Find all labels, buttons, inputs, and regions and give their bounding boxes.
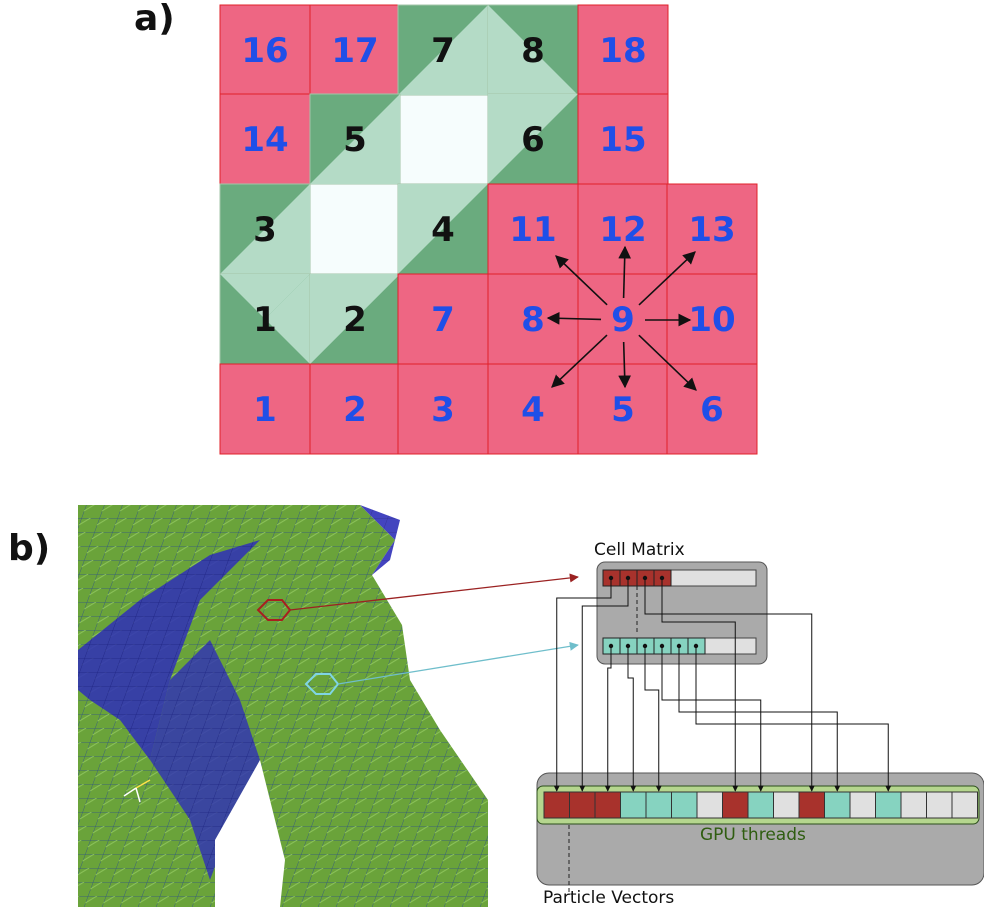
connector-arrow — [661, 578, 739, 792]
gpu-slot — [926, 791, 953, 819]
connector-arrow — [604, 646, 612, 792]
fluid-cell — [397, 363, 489, 455]
connector-arrow — [695, 646, 892, 792]
gpu-slot — [875, 791, 902, 819]
teal-pointer-arrow — [337, 641, 579, 685]
neighbor-arrow — [638, 251, 696, 306]
empty-cell — [397, 93, 489, 185]
neighbor-arrow — [618, 341, 632, 389]
cell-light-triangle — [488, 5, 578, 95]
empty-cell — [309, 183, 401, 275]
panel-a-label: a) — [134, 0, 175, 39]
cell-number: 1 — [253, 300, 277, 340]
cell-number: 4 — [521, 390, 545, 430]
cell-number: 4 — [431, 210, 455, 250]
panel-b-label: b) — [8, 528, 51, 569]
cell-number: 10 — [688, 300, 735, 340]
gpu-slot — [696, 791, 723, 819]
particle-vectors-label: Particle Vectors — [543, 888, 674, 907]
gpu-slot — [824, 791, 851, 819]
gpu-slot — [645, 791, 672, 819]
gpu-slot — [543, 791, 570, 819]
cell-number: 8 — [521, 300, 545, 340]
cell-number: 3 — [253, 210, 277, 250]
red-pointer-arrow — [289, 573, 579, 611]
cell-number: 5 — [343, 120, 367, 160]
cell-light-triangle — [220, 274, 310, 319]
connector-arrow — [678, 646, 841, 792]
connector-arrow — [644, 646, 662, 792]
connector-arrow — [644, 578, 815, 792]
gpu-slot — [620, 791, 647, 819]
cell-light-triangle — [220, 184, 310, 274]
gpu-slot — [798, 791, 825, 819]
gpu-threads-label: GPU threads — [700, 825, 806, 845]
cell-number: 15 — [599, 120, 646, 160]
cell-number: 2 — [343, 390, 367, 430]
cell-number: 17 — [331, 31, 378, 71]
cell-number: 1 — [253, 390, 277, 430]
axes-triad-icon — [123, 779, 151, 803]
gpu-slot — [900, 791, 927, 819]
neighbor-arrow — [546, 311, 602, 325]
neighbor-arrow — [638, 334, 697, 391]
cell-number: 9 — [611, 300, 635, 340]
gpu-slot — [951, 791, 978, 819]
gpu-slot — [722, 791, 749, 819]
fluid-cell — [666, 363, 758, 455]
cell-number: 16 — [241, 31, 288, 71]
fluid-cell — [397, 273, 489, 365]
cell-number: 14 — [241, 120, 288, 160]
neighbor-arrow — [555, 255, 608, 306]
neighbor-arrow — [551, 334, 608, 388]
gpu-slot — [594, 791, 621, 819]
gpu-slot — [773, 791, 800, 819]
fluid-cell — [309, 363, 401, 455]
cell-number: 18 — [599, 31, 646, 71]
cell-light-triangle — [265, 274, 310, 364]
cell-number: 7 — [431, 300, 455, 340]
connector-arrow — [579, 578, 629, 792]
cell-light-triangle — [488, 94, 578, 184]
gpu-slot — [569, 791, 596, 819]
cell-number: 5 — [611, 390, 635, 430]
cell-number: 6 — [700, 390, 724, 430]
connector-arrow — [627, 646, 637, 792]
cell-number: 6 — [521, 120, 545, 160]
gpu-slot — [671, 791, 698, 819]
gpu-slot — [747, 791, 774, 819]
cell-number: 11 — [509, 210, 556, 250]
fluid-cell — [577, 93, 669, 185]
connector-arrow — [661, 646, 764, 792]
cell-number: 13 — [688, 210, 735, 250]
cell-number: 7 — [431, 31, 455, 71]
cell-number: 12 — [599, 210, 646, 250]
gpu-slot-row — [543, 791, 978, 819]
gpu-slot — [849, 791, 876, 819]
cell-light-triangle — [310, 274, 400, 364]
connector-arrow — [553, 578, 612, 792]
cell-number: 3 — [431, 390, 455, 430]
cell-number: 2 — [343, 300, 367, 340]
cell-matrix-label: Cell Matrix — [594, 540, 685, 560]
cell-light-triangle — [398, 5, 488, 95]
cell-light-triangle — [310, 94, 400, 184]
fluid-cell — [219, 93, 311, 185]
cell-light-triangle — [398, 184, 488, 274]
fluid-cell — [219, 363, 311, 455]
cell-number: 8 — [521, 31, 545, 71]
mesh-render — [78, 505, 488, 907]
matrix-to-gpu-connectors — [553, 578, 892, 792]
neighbor-arrow — [618, 245, 632, 299]
